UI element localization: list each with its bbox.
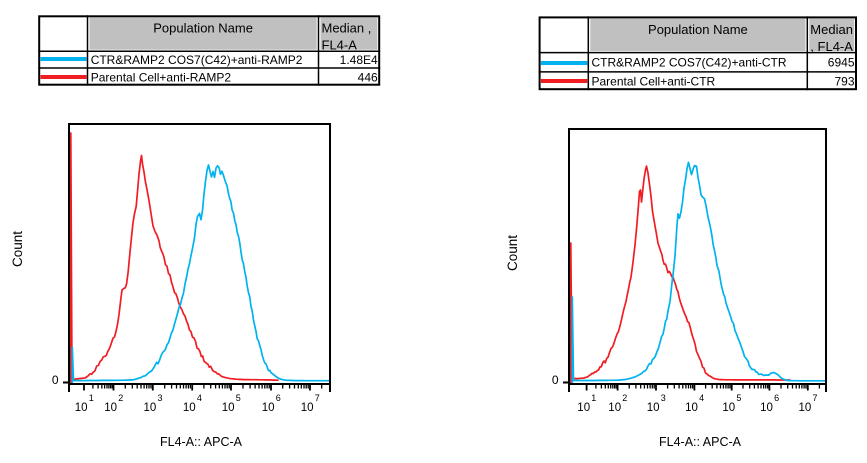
svg-text:446: 446 <box>358 71 378 85</box>
svg-text:CTR&RAMP2 COS7(C42)+anti-CTR: CTR&RAMP2 COS7(C42)+anti-CTR <box>592 56 787 70</box>
svg-text:6: 6 <box>276 393 281 403</box>
svg-text:1: 1 <box>89 393 94 403</box>
svg-text:2: 2 <box>118 393 123 403</box>
svg-text:FL4-A:: APC-A: FL4-A:: APC-A <box>659 435 742 449</box>
svg-text:, FL4-A: , FL4-A <box>810 39 853 54</box>
svg-text:7: 7 <box>315 393 320 403</box>
svg-text:4: 4 <box>197 393 202 403</box>
svg-text:3: 3 <box>661 393 666 403</box>
svg-text:10: 10 <box>760 402 773 414</box>
svg-text:1.48E4: 1.48E4 <box>340 53 378 67</box>
svg-text:10: 10 <box>722 402 735 414</box>
svg-text:Count: Count <box>10 231 25 267</box>
svg-text:10: 10 <box>262 402 275 414</box>
svg-text:10: 10 <box>608 402 621 414</box>
svg-text:10: 10 <box>685 402 698 414</box>
svg-text:0: 0 <box>52 373 59 387</box>
svg-text:CTR&RAMP2 COS7(C42)+anti-RAMP2: CTR&RAMP2 COS7(C42)+anti-RAMP2 <box>91 53 303 67</box>
svg-text:10: 10 <box>104 402 117 414</box>
svg-text:10: 10 <box>75 402 88 414</box>
svg-text:Median: Median <box>810 22 853 37</box>
svg-text:10: 10 <box>799 402 812 414</box>
svg-text:10: 10 <box>222 402 235 414</box>
svg-text:1: 1 <box>591 393 596 403</box>
svg-text:0: 0 <box>552 373 559 387</box>
svg-text:Median ,: Median , <box>322 20 372 35</box>
svg-text:2: 2 <box>622 393 627 403</box>
svg-text:FL4-A:: APC-A: FL4-A:: APC-A <box>160 435 243 449</box>
svg-text:10: 10 <box>577 402 590 414</box>
svg-text:10: 10 <box>183 402 196 414</box>
svg-text:3: 3 <box>157 393 162 403</box>
svg-text:6945: 6945 <box>828 56 855 70</box>
svg-text:Population Name: Population Name <box>153 20 253 35</box>
svg-text:6: 6 <box>774 393 779 403</box>
svg-text:FL4-A: FL4-A <box>322 37 358 52</box>
svg-text:10: 10 <box>301 402 314 414</box>
svg-text:10: 10 <box>144 402 157 414</box>
svg-text:10: 10 <box>647 402 660 414</box>
svg-text:5: 5 <box>236 393 241 403</box>
svg-text:Population Name: Population Name <box>648 22 748 37</box>
svg-text:5: 5 <box>736 393 741 403</box>
svg-text:7: 7 <box>812 393 817 403</box>
svg-text:Parental Cell+anti-RAMP2: Parental Cell+anti-RAMP2 <box>91 71 232 85</box>
svg-text:4: 4 <box>699 393 704 403</box>
svg-text:Parental Cell+anti-CTR: Parental Cell+anti-CTR <box>592 74 716 88</box>
svg-text:Count: Count <box>505 235 520 271</box>
svg-text:793: 793 <box>834 74 854 88</box>
